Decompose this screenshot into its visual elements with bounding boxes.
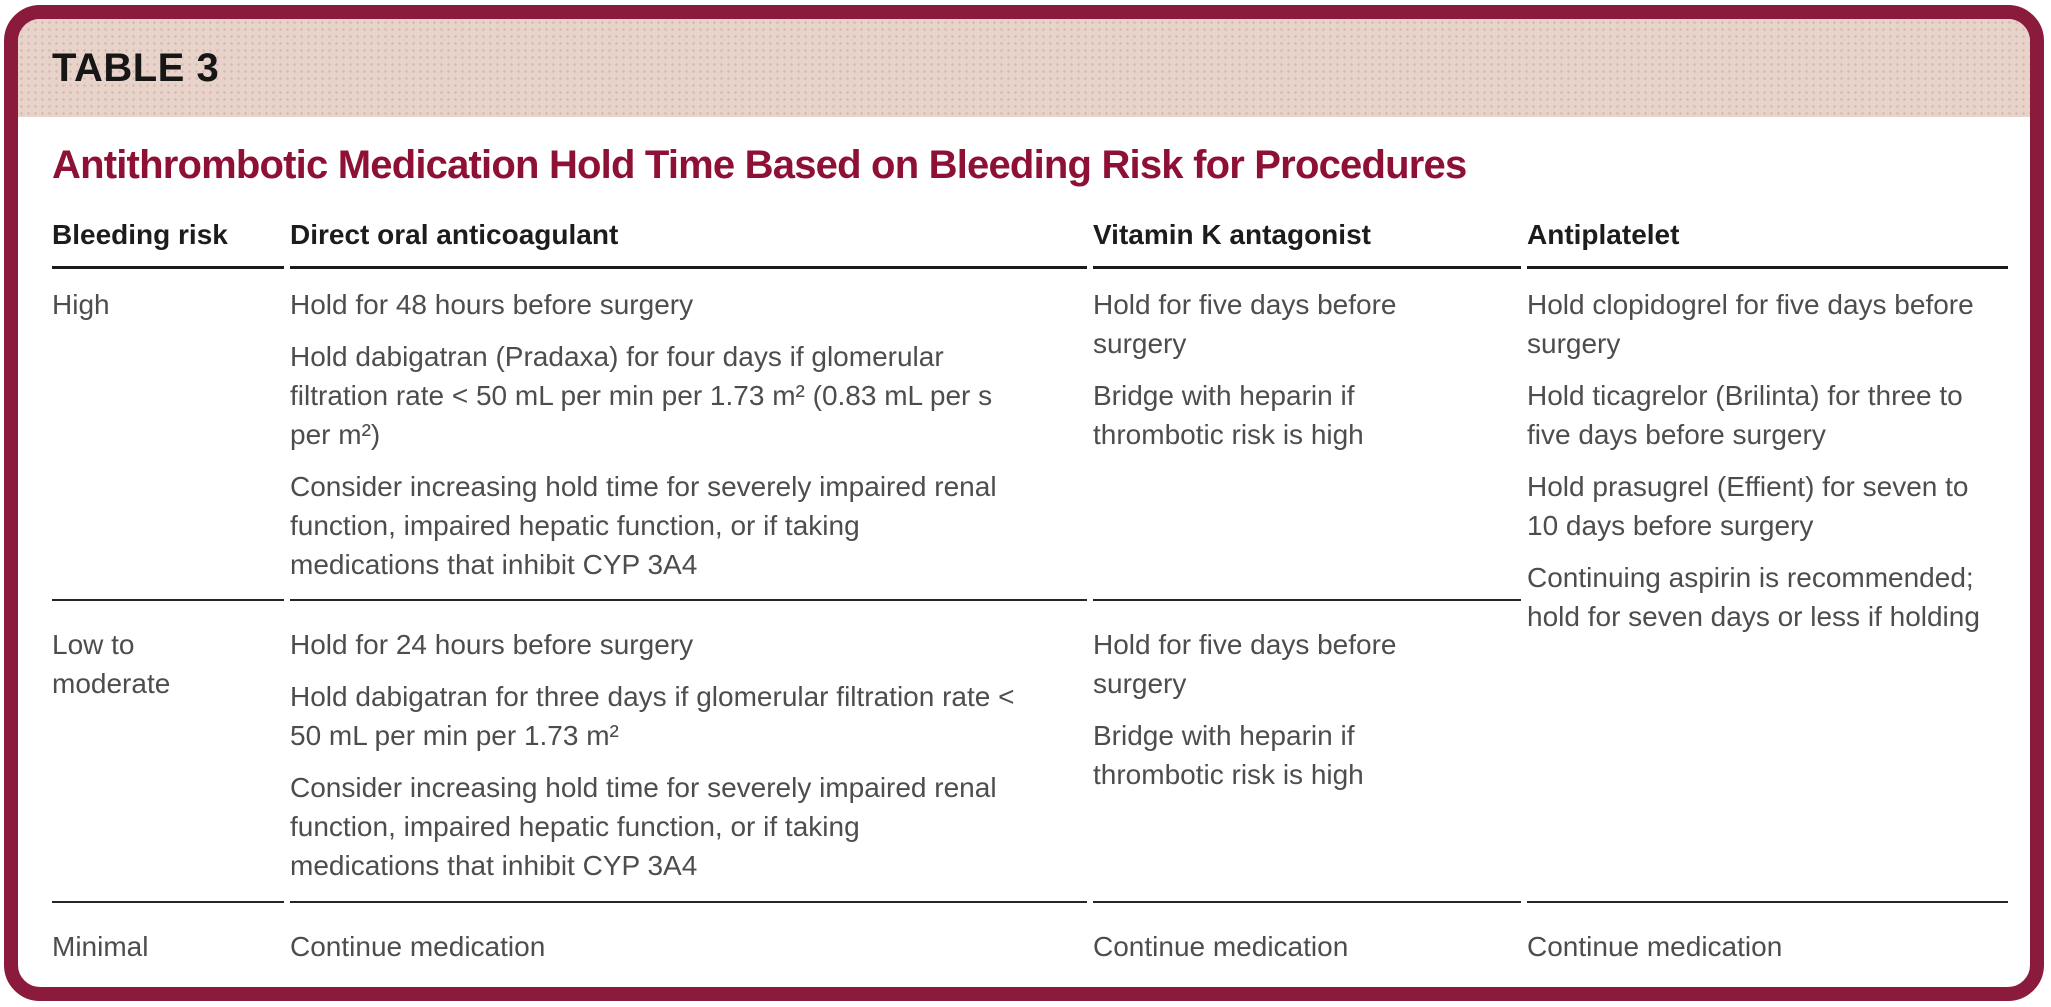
row-high-doac-cell: Hold for 48 hours before surgery Hold dab…	[290, 269, 1087, 601]
cell-paragraph: Continue medication	[1527, 931, 1783, 962]
cell-paragraph: Hold dabigatran for three days if glomer…	[290, 681, 1015, 751]
column-header-antiplatelet: Antiplatelet	[1527, 215, 2008, 269]
cell-paragraph: Hold for 24 hours before surgery	[290, 629, 694, 660]
cell-paragraph: Hold ticagrelor (Brilinta) for three to …	[1527, 380, 1963, 450]
medication-hold-table: Bleeding risk Direct oral anticoagulant …	[52, 215, 2008, 986]
cell-paragraph: Hold for five days before surgery	[1093, 629, 1397, 699]
cell-paragraph: Bridge with heparin if thrombotic risk i…	[1093, 720, 1364, 790]
table-content: Antithrombotic Medication Hold Time Base…	[18, 141, 2030, 986]
row-low-moderate-vka-cell: Hold for five days before surgery Bridge …	[1093, 601, 1521, 901]
cell-paragraph: Continuing aspirin is recom­mended; hold…	[1527, 562, 1980, 632]
cell-paragraph: Continue medication	[290, 931, 546, 962]
antiplatelet-spanning-cell: Hold clopidogrel for five days before su…	[1527, 269, 2008, 901]
cell-paragraph: Hold clopidogrel for five days before su…	[1527, 289, 1974, 359]
table-card: TABLE 3 Antithrombotic Medication Hold T…	[4, 5, 2044, 1001]
row-high-vka-cell: Hold for five days before surgery Bridge …	[1093, 269, 1521, 601]
row-high-risk-label: High	[52, 269, 284, 601]
row-minimal-vka-cell: Continue medication	[1093, 901, 1521, 986]
cell-paragraph: Continue medication	[1093, 931, 1349, 962]
row-minimal-antiplatelet-cell: Continue medication	[1527, 901, 2008, 986]
row-minimal-risk-label: Minimal	[52, 901, 284, 986]
cell-paragraph: Consider increasing hold time for severe…	[290, 772, 997, 881]
column-header-vitamin-k-antagonist: Vitamin K antagonist	[1093, 215, 1521, 269]
cell-paragraph: Consider increasing hold time for severe…	[290, 471, 997, 580]
cell-paragraph: Hold dabigatran (Pradaxa) for four days …	[290, 341, 993, 450]
table-title: Antithrombotic Medication Hold Time Base…	[52, 143, 1467, 187]
cell-paragraph: Hold for five days before surgery	[1093, 289, 1397, 359]
table-header-band: TABLE 3	[18, 19, 2030, 117]
row-low-moderate-doac-cell: Hold for 24 hours before surgery Hold dab…	[290, 601, 1087, 901]
cell-text: Minimal	[52, 931, 149, 962]
column-header-direct-oral-anticoagulant: Direct oral anticoagulant	[290, 215, 1087, 269]
cell-paragraph: Hold for 48 hours before surgery	[290, 289, 694, 320]
cell-paragraph: Bridge with heparin if thrombotic risk i…	[1093, 380, 1364, 450]
cell-text: High	[52, 289, 110, 320]
row-minimal-doac-cell: Continue medication	[290, 901, 1087, 986]
cell-paragraph: Hold prasugrel (Effient) for seven to 10…	[1527, 471, 1969, 541]
cell-text: Low to moderate	[52, 629, 171, 699]
column-header-bleeding-risk: Bleeding risk	[52, 215, 284, 269]
row-low-moderate-risk-label: Low to moderate	[52, 601, 284, 901]
table-number-label: TABLE 3	[52, 45, 220, 90]
